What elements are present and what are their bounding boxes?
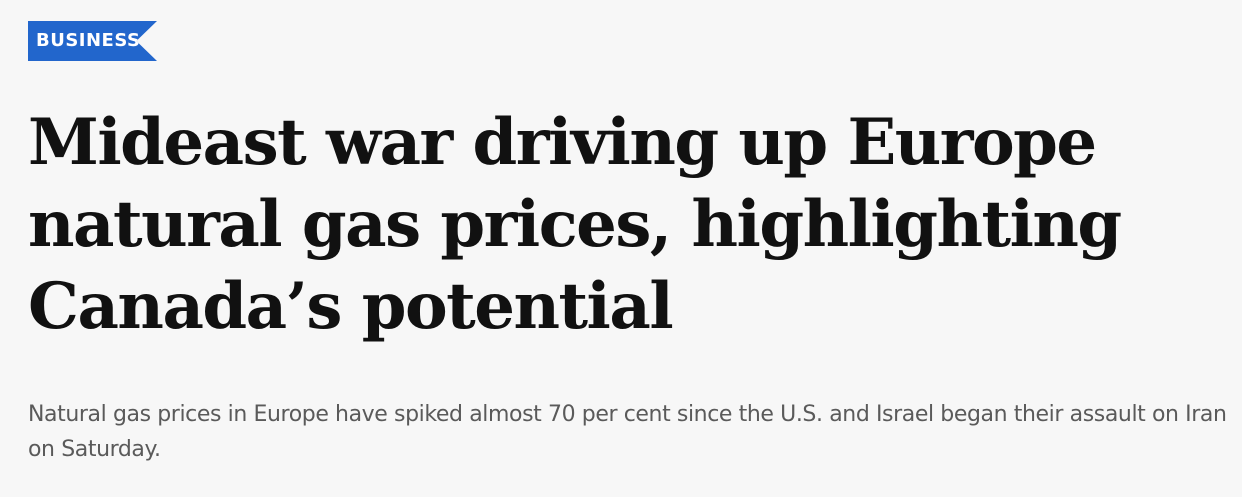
- article-dek: Natural gas prices in Europe have spiked…: [28, 402, 1227, 462]
- article-headline: Mideast war driving up Europe natural ga…: [28, 105, 1122, 344]
- section-tag[interactable]: BUSINESS: [28, 21, 157, 61]
- section-tag-label: BUSINESS: [36, 30, 141, 51]
